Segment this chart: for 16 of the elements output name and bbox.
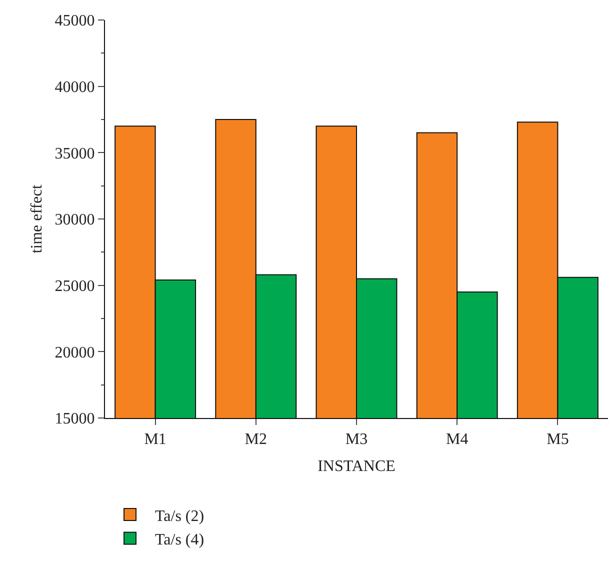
y-tick-label: 20000 — [54, 344, 95, 362]
legend-label: Ta/s (2) — [155, 508, 204, 525]
x-tick-label: M3 — [345, 431, 368, 448]
legend-label: Ta/s (4) — [155, 532, 204, 549]
y-tick-label: 25000 — [54, 278, 95, 295]
y-tick-label: 15000 — [54, 410, 95, 428]
y-tick-label: 35000 — [54, 145, 95, 162]
y-axis-title: time effect — [28, 184, 46, 254]
x-tick-label: M2 — [244, 431, 268, 448]
x-tick-label: M4 — [446, 431, 468, 448]
x-axis-title: INSTANCE — [318, 458, 396, 475]
y-tick-label: 45000 — [54, 12, 95, 30]
y-tick-label: 40000 — [54, 78, 95, 96]
x-tick-label: M5 — [546, 431, 569, 448]
x-tick-label: M1 — [144, 431, 166, 448]
y-tick-label: 30000 — [54, 212, 95, 229]
